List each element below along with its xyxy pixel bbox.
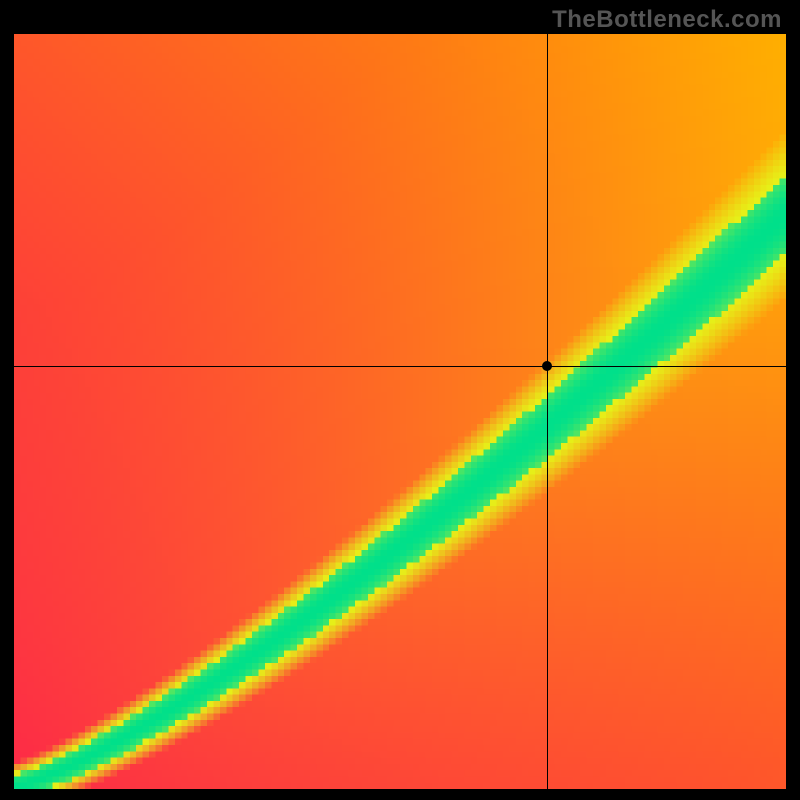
heatmap-canvas	[14, 34, 786, 789]
crosshair-vertical	[547, 34, 548, 789]
watermark-text: TheBottleneck.com	[552, 6, 782, 34]
crosshair-marker	[542, 361, 552, 371]
heatmap-plot	[14, 34, 786, 789]
crosshair-horizontal	[14, 366, 786, 367]
